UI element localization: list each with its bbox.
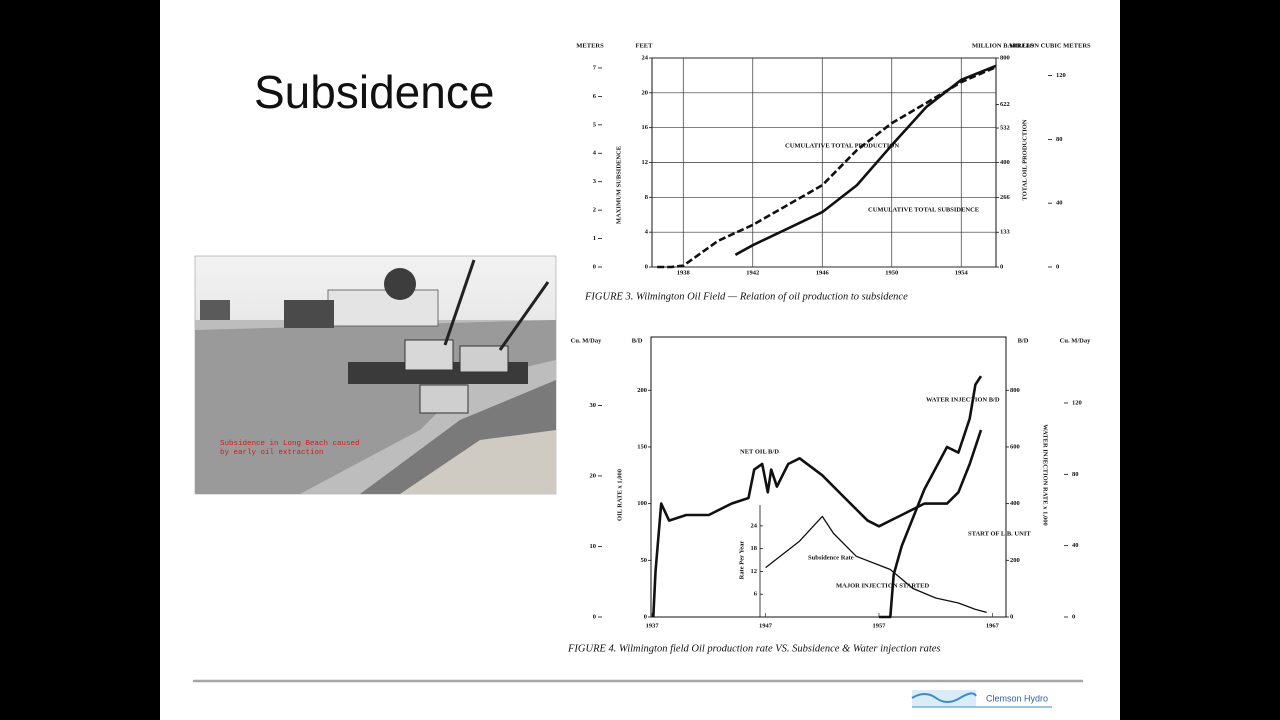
y-axis-label: OIL RATE x 1,000: [616, 469, 623, 521]
annotation: MAJOR INJECTION STARTED: [836, 582, 929, 589]
y-tick-label: 200: [1010, 557, 1020, 564]
axis-unit: FEET: [636, 42, 654, 49]
y-tick-label: 40: [1072, 542, 1079, 549]
annotation: CUMULATIVE TOTAL PRODUCTION: [785, 142, 899, 149]
y-tick-label: 800: [1010, 387, 1020, 394]
y-tick-label: 3: [593, 178, 597, 185]
annotation: NET OIL B/D: [740, 448, 779, 455]
series-line: [734, 64, 997, 256]
axis-unit: B/D: [632, 337, 643, 344]
y-tick-label: 0: [645, 263, 648, 270]
x-tick-label: 1942: [746, 269, 759, 276]
y-tick-label: 30: [590, 402, 597, 409]
y-tick-label: 600: [1010, 443, 1020, 450]
y-tick-label: 532: [1000, 124, 1010, 131]
x-tick-label: 1957: [872, 622, 886, 629]
axis-unit: MILLION CUBIC METERS: [1009, 42, 1091, 49]
x-tick-label: 1937: [646, 622, 660, 629]
photo-caption: Subsidence in Long Beach caused: [220, 440, 360, 448]
y-tick-label: 4: [593, 150, 597, 157]
y-tick-label: 7: [593, 64, 597, 71]
y-tick-label: 0: [593, 263, 596, 270]
logo-mark: [911, 690, 1052, 708]
axis-unit: METERS: [576, 42, 604, 49]
y-tick-label: 16: [642, 124, 649, 131]
y-tick-label: 0: [593, 613, 596, 620]
y-tick-label: 20: [590, 472, 597, 479]
inset-axis-label: Rate Per Year: [738, 541, 745, 580]
y-tick-label: 0: [1010, 613, 1013, 620]
axis-unit: B/D: [1018, 337, 1029, 344]
slide-title: Subsidence: [254, 66, 494, 118]
y-tick-label: 400: [1010, 500, 1020, 507]
axis-unit: Cu. M/Day: [1060, 337, 1091, 344]
series-line: [765, 515, 987, 614]
y-tick-label: 1: [593, 235, 596, 242]
x-tick-label: 1954: [955, 269, 969, 276]
y-tick-label: 24: [642, 54, 649, 61]
x-tick-label: 1938: [677, 269, 691, 276]
y2-axis-label: TOTAL OIL PRODUCTION: [1021, 119, 1028, 200]
y-tick-label: 100: [637, 500, 647, 507]
y-tick-label: 120: [1056, 72, 1066, 79]
series-line: [879, 375, 983, 619]
annotation: Subsidence Rate: [808, 554, 854, 561]
y-tick-label: 18: [751, 545, 758, 552]
x-tick-label: 1947: [759, 622, 773, 629]
y-tick-label: 2: [593, 207, 596, 214]
y-tick-label: 40: [1056, 200, 1063, 207]
series-line: [652, 429, 983, 618]
y2-axis-label: WATER INJECTION RATE x 1,000: [1042, 424, 1049, 525]
x-tick-label: 1946: [816, 269, 830, 276]
axis-unit: MILLION BARRELS: [972, 42, 1034, 49]
y-tick-label: 10: [590, 543, 597, 550]
annotation: START OF L.B. UNIT: [968, 530, 1031, 537]
y-tick-label: 12: [642, 159, 649, 166]
y-tick-label: 0: [644, 613, 647, 620]
x-tick-label: 1967: [986, 622, 1000, 629]
y-tick-label: 12: [751, 568, 758, 575]
y-tick-label: 8: [645, 194, 649, 201]
y-tick-label: 6: [754, 591, 758, 598]
y-tick-label: 150: [637, 443, 647, 450]
y-tick-label: 80: [1056, 136, 1063, 143]
y-axis-label: MAXIMUM SUBSIDENCE: [615, 146, 622, 224]
y-tick-label: 20: [642, 89, 649, 96]
right-bar: [1120, 0, 1280, 720]
y-tick-label: 24: [751, 522, 758, 529]
y-tick-label: 800: [1000, 54, 1010, 61]
y-tick-label: 0: [1072, 613, 1075, 620]
figure-caption: FIGURE 4. Wilmington field Oil productio…: [567, 643, 941, 654]
y-tick-label: 0: [1056, 263, 1059, 270]
photo-caption: by early oil extraction: [220, 449, 324, 457]
y-tick-label: 80: [1072, 471, 1079, 478]
y-tick-label: 5: [593, 121, 597, 128]
annotation: WATER INJECTION B/D: [926, 396, 1000, 403]
figure-caption: FIGURE 3. Wilmington Oil Field — Relatio…: [584, 291, 908, 302]
series-line: [657, 65, 997, 269]
y-tick-label: 266: [1000, 194, 1011, 201]
y-tick-label: 622: [1000, 101, 1010, 108]
y-tick-label: 4: [645, 229, 649, 236]
logo-text: Clemson Hydro: [986, 693, 1048, 703]
axis-unit: Cu. M/Day: [571, 337, 602, 344]
y-tick-label: 0: [1000, 263, 1003, 270]
annotation: CUMULATIVE TOTAL SUBSIDENCE: [868, 206, 979, 213]
y-tick-label: 400: [1000, 159, 1010, 166]
plot-frame: [650, 336, 1007, 618]
y-tick-label: 50: [641, 557, 648, 564]
y-tick-label: 200: [637, 387, 647, 394]
y-tick-label: 120: [1072, 399, 1082, 406]
photo: [194, 255, 557, 495]
left-bar: [0, 0, 160, 720]
y-tick-label: 133: [1000, 229, 1011, 236]
y-tick-label: 6: [593, 93, 597, 100]
x-tick-label: 1950: [885, 269, 898, 276]
